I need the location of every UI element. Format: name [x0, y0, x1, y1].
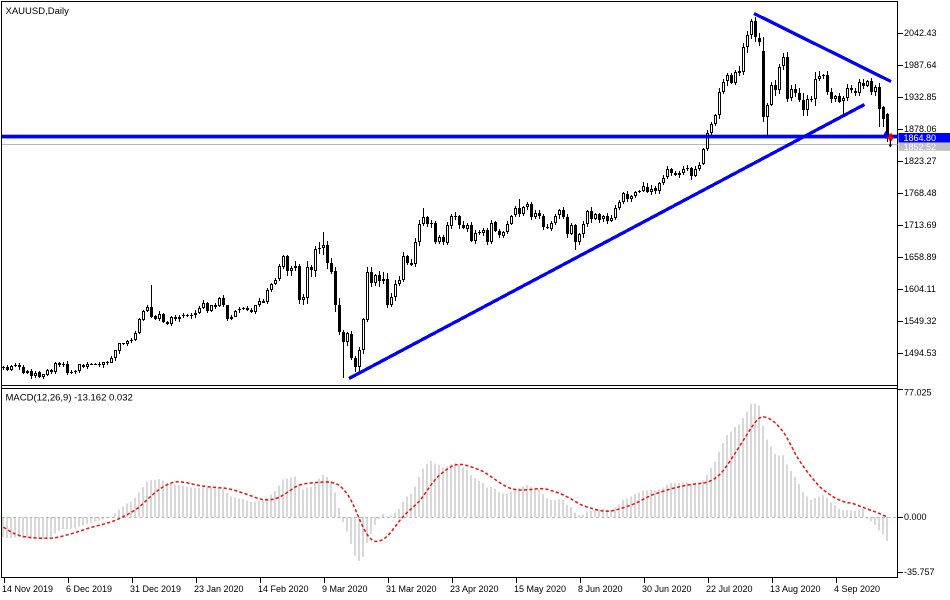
svg-text:1604.11: 1604.11: [904, 284, 936, 294]
svg-text:23 Apr 2020: 23 Apr 2020: [450, 584, 499, 594]
svg-text:1494.53: 1494.53: [904, 348, 937, 358]
svg-text:1768.48: 1768.48: [904, 188, 937, 198]
svg-text:1713.69: 1713.69: [904, 220, 937, 230]
svg-text:1549.32: 1549.32: [904, 316, 937, 326]
svg-text:15 May 2020: 15 May 2020: [514, 584, 566, 594]
svg-text:-35.757: -35.757: [904, 567, 935, 577]
svg-text:30 Jun 2020: 30 Jun 2020: [642, 584, 692, 594]
svg-text:1852.52: 1852.52: [904, 142, 937, 152]
svg-text:1823.27: 1823.27: [904, 156, 937, 166]
svg-text:9 Mar 2020: 9 Mar 2020: [322, 584, 368, 594]
svg-text:6 Dec 2019: 6 Dec 2019: [66, 584, 112, 594]
svg-text:14 Nov 2019: 14 Nov 2019: [2, 584, 53, 594]
svg-text:1658.89: 1658.89: [904, 252, 937, 262]
svg-text:31 Mar 2020: 31 Mar 2020: [386, 584, 437, 594]
svg-text:1878.06: 1878.06: [904, 124, 937, 134]
svg-text:23 Jan 2020: 23 Jan 2020: [194, 584, 244, 594]
svg-text:22 Jul 2020: 22 Jul 2020: [706, 584, 753, 594]
svg-text:XAUUSD,Daily: XAUUSD,Daily: [6, 6, 70, 17]
svg-text:31 Dec 2019: 31 Dec 2019: [130, 584, 181, 594]
svg-text:2042.43: 2042.43: [904, 28, 937, 38]
svg-text:4 Sep 2020: 4 Sep 2020: [834, 584, 880, 594]
svg-text:13 Aug 2020: 13 Aug 2020: [770, 584, 821, 594]
svg-text:77.025: 77.025: [904, 388, 932, 398]
svg-text:1932.85: 1932.85: [904, 92, 937, 102]
svg-text:8 Jun 2020: 8 Jun 2020: [578, 584, 623, 594]
svg-text:14 Feb 2020: 14 Feb 2020: [258, 584, 309, 594]
svg-text:1987.64: 1987.64: [904, 60, 937, 70]
svg-text:1864.80: 1864.80: [904, 133, 937, 143]
svg-text:0.000: 0.000: [904, 512, 927, 522]
svg-text:MACD(12,26,9) -13.162 0.032: MACD(12,26,9) -13.162 0.032: [6, 393, 133, 404]
